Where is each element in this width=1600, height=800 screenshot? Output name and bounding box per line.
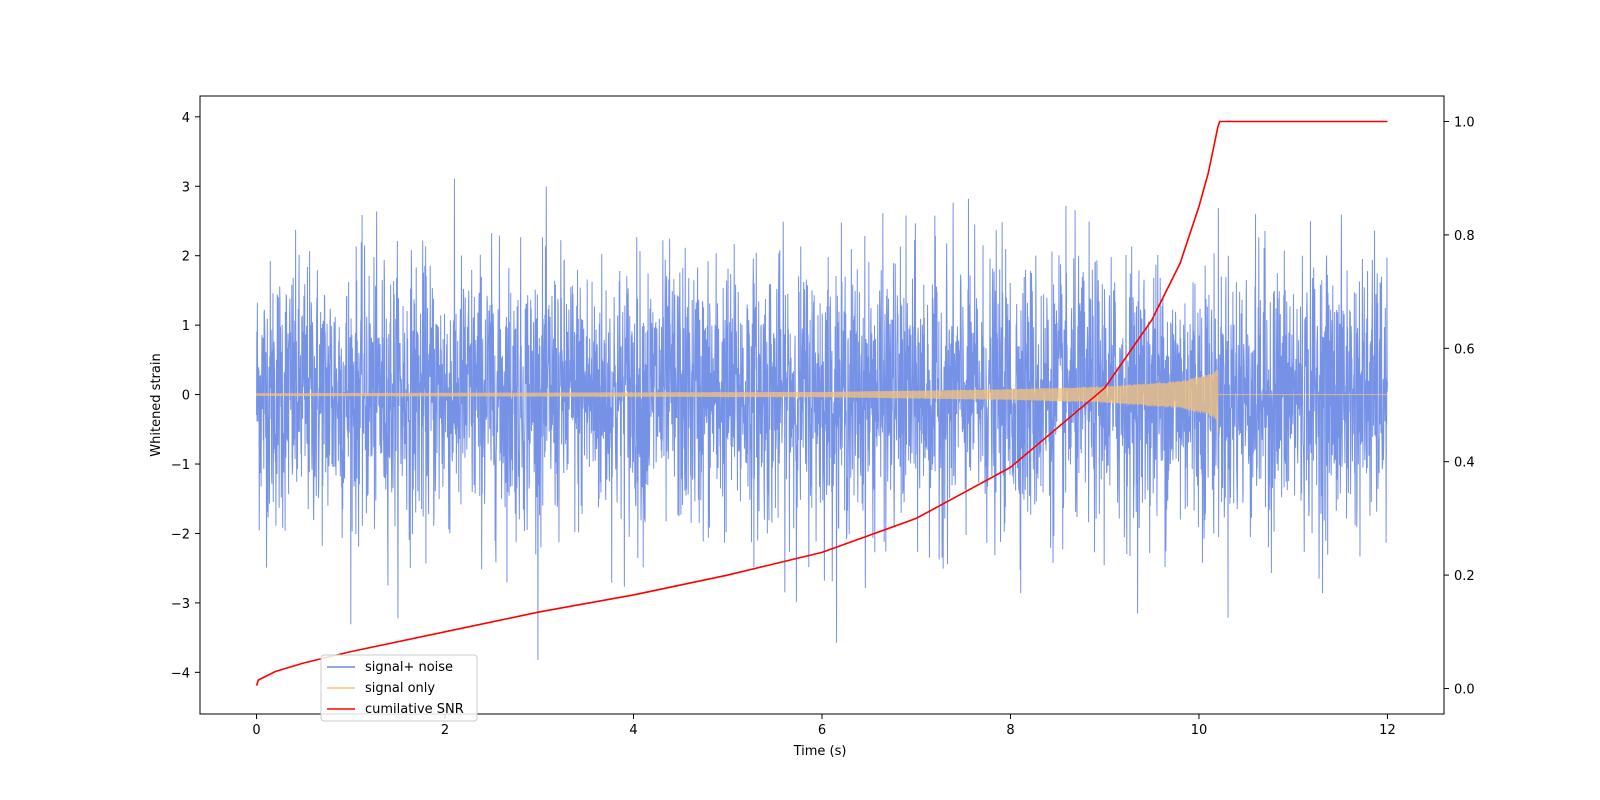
- x-tick-label: 4: [629, 723, 637, 738]
- y-tick-label: −4: [171, 666, 190, 681]
- x-tick-label: 6: [818, 723, 826, 738]
- y2-tick-label: 0.8: [1454, 229, 1475, 244]
- y-axis-left: −4 −3 −2 −1 0 1 2 3 4: [171, 111, 200, 681]
- y-tick-label: 1: [182, 319, 190, 334]
- y-tick-label: −3: [171, 597, 190, 612]
- legend-label-snr: cumilative SNR: [365, 702, 464, 717]
- x-tick-label: 2: [441, 723, 449, 738]
- y-tick-label: −2: [171, 527, 190, 542]
- y2-tick-label: 0.0: [1454, 682, 1475, 697]
- legend: signal+ noise signal only cumilative SNR: [320, 654, 478, 722]
- y-tick-label: 2: [182, 250, 190, 265]
- y-tick-label: 0: [182, 389, 190, 404]
- x-tick-label: 12: [1379, 723, 1396, 738]
- x-axis-label: Time (s): [793, 744, 847, 759]
- x-tick-label: 0: [252, 723, 260, 738]
- legend-label-signal: signal only: [365, 681, 435, 696]
- y-tick-label: 3: [182, 180, 190, 195]
- y2-tick-label: 1.0: [1454, 116, 1475, 131]
- y-tick-label: −1: [171, 458, 190, 473]
- y-axis-label: Whitened strain: [149, 353, 164, 456]
- series-signal-only: [256, 369, 1388, 433]
- x-axis: 0 2 4 6 8 10 12: [252, 714, 1396, 738]
- signal-line: [256, 369, 1388, 433]
- y-axis-right: 0.0 0.2 0.4 0.6 0.8 1.0: [1444, 116, 1475, 697]
- x-tick-label: 10: [1191, 723, 1208, 738]
- y2-tick-label: 0.6: [1454, 342, 1475, 357]
- legend-label-noise: signal+ noise: [365, 660, 453, 675]
- y-tick-label: 4: [182, 111, 190, 126]
- y2-tick-label: 0.4: [1454, 456, 1475, 471]
- x-tick-label: 8: [1006, 723, 1014, 738]
- legend-box: [320, 654, 478, 722]
- y2-tick-label: 0.2: [1454, 569, 1475, 584]
